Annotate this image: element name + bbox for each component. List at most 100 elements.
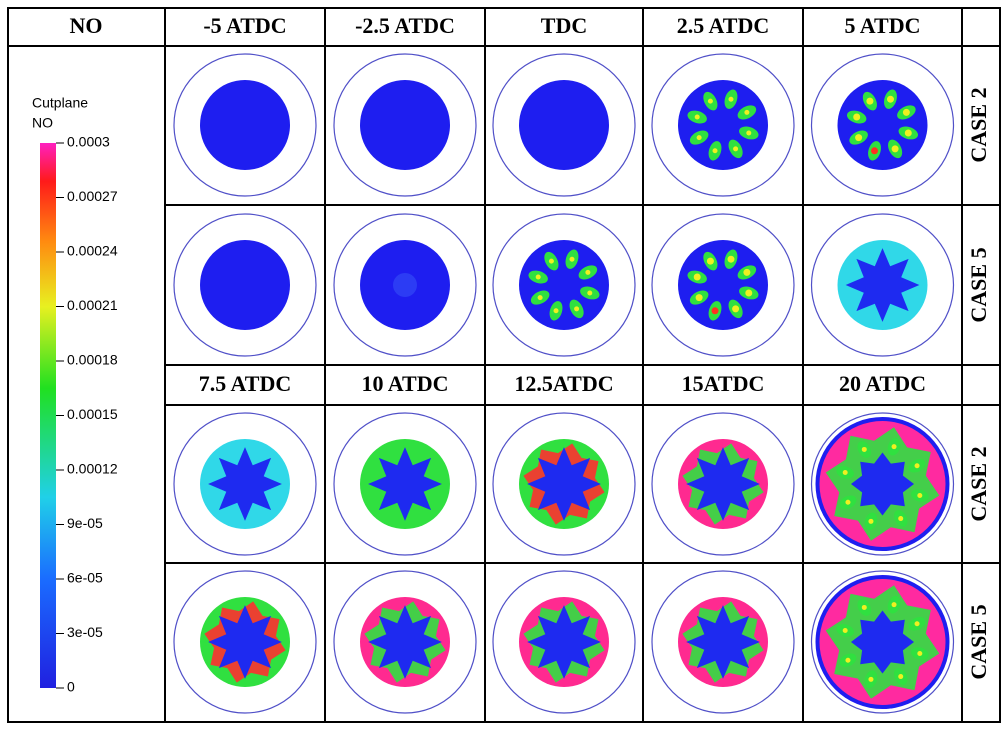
lobe-core xyxy=(727,256,734,263)
lobe-core xyxy=(585,270,590,275)
core xyxy=(686,447,760,521)
contour-plot xyxy=(652,413,794,555)
lobe-core xyxy=(843,628,848,633)
figure: NO Cutplane NO -5 ATDC -2.5 ATDC TDC 2.5 AT… xyxy=(0,0,1008,740)
lobe-core xyxy=(892,602,897,607)
disc xyxy=(678,80,768,170)
disc xyxy=(519,240,609,330)
corner-label: NO xyxy=(70,13,103,38)
contour-plot xyxy=(174,571,316,713)
lobe-core xyxy=(905,129,912,136)
core xyxy=(527,447,601,521)
lobe-core xyxy=(587,290,592,295)
column-header: TDC xyxy=(541,13,587,38)
contour-plot xyxy=(493,54,635,196)
lobe-core xyxy=(868,677,873,682)
column-header: 2.5 ATDC xyxy=(677,13,770,38)
column-header: 20 ATDC xyxy=(839,371,926,396)
lobe-core xyxy=(871,147,878,154)
colorbar-tick-label: 3e-05 xyxy=(67,624,103,640)
core xyxy=(846,248,920,322)
core xyxy=(851,453,914,516)
row-label: CASE 5 xyxy=(966,604,991,679)
contour-plot xyxy=(174,413,316,555)
lobe-core xyxy=(554,308,559,313)
column-header: -2.5 ATDC xyxy=(355,13,455,38)
lobe-core xyxy=(746,130,751,135)
column-header: 15ATDC xyxy=(682,371,765,396)
lobe-core xyxy=(713,148,718,153)
lobe-core xyxy=(743,269,750,276)
column-header: 12.5ATDC xyxy=(514,371,613,396)
lobe-core xyxy=(917,651,922,656)
colorbar-variable: NO xyxy=(32,115,53,131)
lobe-core xyxy=(697,135,702,140)
colorbar-tick-label: 0.00027 xyxy=(67,188,118,204)
lobe-core xyxy=(574,306,579,311)
lobe-core xyxy=(696,294,703,301)
column-header: 7.5 ATDC xyxy=(199,371,292,396)
contour-plot xyxy=(493,571,635,713)
column-header: -5 ATDC xyxy=(203,13,286,38)
lobe-core xyxy=(707,258,714,265)
lobe-core xyxy=(536,275,541,280)
lobe-core xyxy=(862,447,867,452)
lobe-core xyxy=(915,621,920,626)
lobe-core xyxy=(903,109,910,116)
disc xyxy=(678,240,768,330)
row-label: CASE 2 xyxy=(966,87,991,162)
contour-plot xyxy=(174,214,316,356)
colorbar-tick-label: 0.00018 xyxy=(67,352,118,368)
contour-plot xyxy=(812,54,954,196)
faint xyxy=(393,273,417,297)
disc xyxy=(838,80,928,170)
lobe-core xyxy=(868,519,873,524)
lobe-core xyxy=(538,295,543,300)
colorbar-title: Cutplane xyxy=(32,95,88,111)
lobe-core xyxy=(694,274,701,281)
lobe-core xyxy=(898,516,903,521)
row-label: CASE 5 xyxy=(966,247,991,322)
contour-plot xyxy=(334,54,476,196)
lobe-core xyxy=(855,134,862,141)
lobe-core xyxy=(845,658,850,663)
contour-plot xyxy=(812,214,954,356)
contour-plot xyxy=(652,571,794,713)
contour-plot xyxy=(493,413,635,555)
core xyxy=(368,605,442,679)
disc xyxy=(200,80,290,170)
colorbar-tick-label: 0.00015 xyxy=(67,406,118,422)
core xyxy=(368,447,442,521)
contour-plot xyxy=(334,214,476,356)
lobe-core xyxy=(744,110,749,115)
lobe-core xyxy=(866,98,873,105)
contour-plot xyxy=(652,214,794,356)
colorbar-tick-label: 0.00024 xyxy=(67,243,118,259)
contour-plot xyxy=(493,214,635,356)
contour-plot xyxy=(652,54,794,196)
core xyxy=(686,605,760,679)
lobe-core xyxy=(695,115,700,120)
disc xyxy=(360,80,450,170)
lobe-core xyxy=(745,289,752,296)
colorbar xyxy=(40,143,56,688)
contour-plot xyxy=(812,571,954,713)
colorbar-tick-label: 9e-05 xyxy=(67,515,103,531)
lobe-core xyxy=(549,259,554,264)
lobe-core xyxy=(712,307,719,314)
disc xyxy=(519,80,609,170)
lobe-core xyxy=(843,470,848,475)
lobe-core xyxy=(892,444,897,449)
colorbar-tick-label: 0.00012 xyxy=(67,461,118,477)
lobe-core xyxy=(917,493,922,498)
core xyxy=(527,605,601,679)
lobe-core xyxy=(887,96,894,103)
colorbar-tick-label: 0.0003 xyxy=(67,134,110,150)
contour-plot xyxy=(334,571,476,713)
column-header: 5 ATDC xyxy=(845,13,921,38)
lobe-core xyxy=(569,257,574,262)
lobe-core xyxy=(898,674,903,679)
colorbar-tick-label: 0 xyxy=(67,679,75,695)
lobe-core xyxy=(733,146,738,151)
lobe-core xyxy=(708,99,713,104)
